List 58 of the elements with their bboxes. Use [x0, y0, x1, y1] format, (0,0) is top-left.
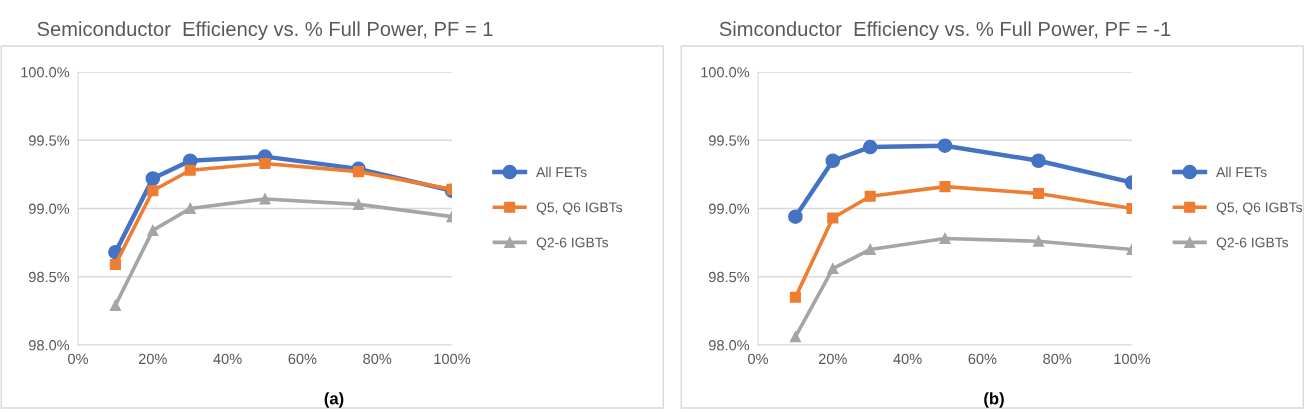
- chart-title: Simconductor Efficiency vs. % Full Power, PF = -1: [719, 21, 1171, 41]
- point: [789, 291, 801, 303]
- point: [352, 198, 365, 210]
- y-tick-label: 99.5%: [29, 135, 70, 146]
- point: [788, 209, 803, 224]
- point: [147, 224, 159, 236]
- x-tick-label: 60%: [968, 353, 997, 365]
- point: [147, 185, 159, 197]
- text: (a): [324, 392, 344, 408]
- point: [1032, 235, 1045, 247]
- point: [827, 212, 839, 224]
- legend-label: All FETs: [536, 166, 587, 178]
- legend-label: Q2-6 IGBTs: [536, 237, 609, 250]
- point: [864, 243, 876, 256]
- point: [259, 157, 271, 170]
- point: [939, 181, 951, 193]
- point: [827, 263, 839, 275]
- x-tick-label: 100%: [1114, 353, 1151, 365]
- point: [109, 299, 121, 311]
- y-tick-label: 99.0%: [709, 203, 750, 214]
- legend-label: Q2-6 IGBTs: [1216, 237, 1289, 250]
- x-tick-label: 80%: [1043, 353, 1072, 365]
- legend-label: All FETs: [1216, 166, 1267, 178]
- point: [145, 171, 161, 186]
- x-tick-label: 20%: [818, 353, 847, 365]
- y-tick-label: 99.5%: [709, 135, 750, 146]
- x-tick-label: 0%: [748, 353, 769, 365]
- point: [1031, 153, 1046, 169]
- legend-label: Q5, Q6 IGBTs: [1216, 202, 1303, 215]
- x-tick-label: 40%: [213, 353, 242, 365]
- point: [789, 331, 801, 343]
- legend-label: Q5, Q6 IGBTs: [536, 202, 623, 215]
- point: [864, 190, 876, 202]
- x-tick-label: 60%: [288, 353, 317, 365]
- point: [862, 139, 878, 155]
- point: [1032, 187, 1045, 200]
- y-tick-label: 98.5%: [709, 271, 750, 283]
- x-tick-label: 80%: [363, 353, 392, 365]
- x-tick-label: 0%: [68, 353, 89, 365]
- point: [259, 193, 271, 205]
- x-tick-label: 100%: [434, 353, 471, 365]
- y-tick-label: 98.0%: [29, 340, 70, 351]
- y-tick-label: 98.0%: [709, 340, 750, 351]
- y-tick-label: 99.0%: [29, 203, 70, 214]
- point: [184, 164, 196, 176]
- point: [937, 138, 953, 154]
- point: [939, 232, 951, 245]
- point: [109, 258, 121, 271]
- y-tick-label: 100.0%: [21, 67, 70, 78]
- point: [825, 153, 841, 169]
- point: [352, 166, 365, 178]
- y-tick-label: 100.0%: [701, 67, 750, 78]
- text: (b): [984, 392, 1004, 408]
- x-tick-label: 40%: [893, 353, 922, 365]
- x-tick-label: 20%: [138, 353, 167, 365]
- point: [184, 202, 196, 215]
- y-tick-label: 98.5%: [29, 271, 70, 283]
- chart-title: Semiconductor Efficiency vs. % Full Power, PF = 1: [37, 21, 493, 41]
